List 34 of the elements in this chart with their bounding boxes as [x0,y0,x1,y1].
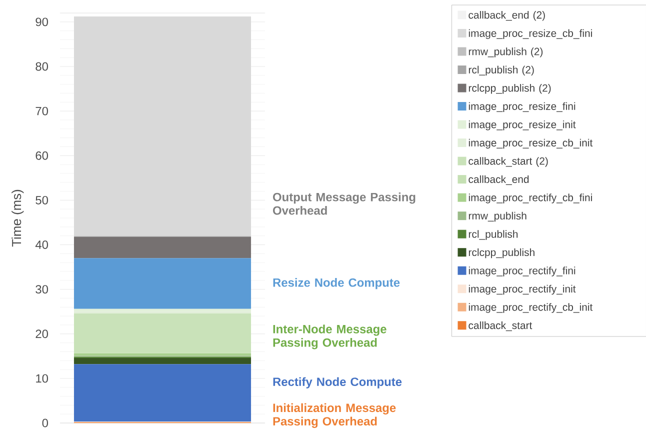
legend-label: image_proc_resize_init [468,120,576,130]
legend-label: rclcpp_publish (2) [468,84,551,94]
legend-label: callback_start [468,321,532,332]
y-tick-label: 10 [36,374,48,383]
legend-label: image_proc_resize_cb_init [468,138,593,149]
legend-label: image_proc_resize_fini [468,102,576,112]
text: Resize Node Compute [273,278,400,290]
legend-label: callback_start (2) [468,157,548,167]
legend-label: image_proc_rectify_cb_init [468,303,593,313]
y-axis-title: Time (ms) [12,190,24,247]
text: Initialization Message Passing Overhead [273,403,396,428]
legend-label: callback_end (2) [468,11,545,21]
legend-label: rcl_publish (2) [468,66,534,76]
legend-label: image_proc_rectify_cb_fini [468,194,592,204]
y-tick-label: 90 [36,18,48,26]
legend-label: rcl_publish [468,230,518,240]
legend-label: image_proc_rectify_fini [468,266,576,276]
legend-label: image_proc_resize_cb_fini [468,29,592,40]
legend-label: callback_end [468,175,529,185]
y-tick-label: 0 [42,418,48,428]
y-tick-label: 30 [36,285,48,294]
y-tick-label: 70 [36,106,48,116]
y-tick-label: 60 [36,151,48,160]
legend-label: rmw_publish (2) [468,48,543,58]
legend-label: rmw_publish [468,212,526,222]
y-tick-label: 80 [36,62,48,71]
y-tick-label: 40 [35,240,48,249]
text: Output Message Passing Overhead [273,192,416,215]
y-tick-label: 50 [36,196,48,204]
legend-label: image_proc_rectify_init [468,284,576,295]
legend-label: rclcpp_publish [468,248,534,258]
text: Inter-Node Message Passing Overhead [273,324,386,350]
text: Rectify Node Compute [273,377,402,388]
y-tick-label: 20 [36,330,48,338]
